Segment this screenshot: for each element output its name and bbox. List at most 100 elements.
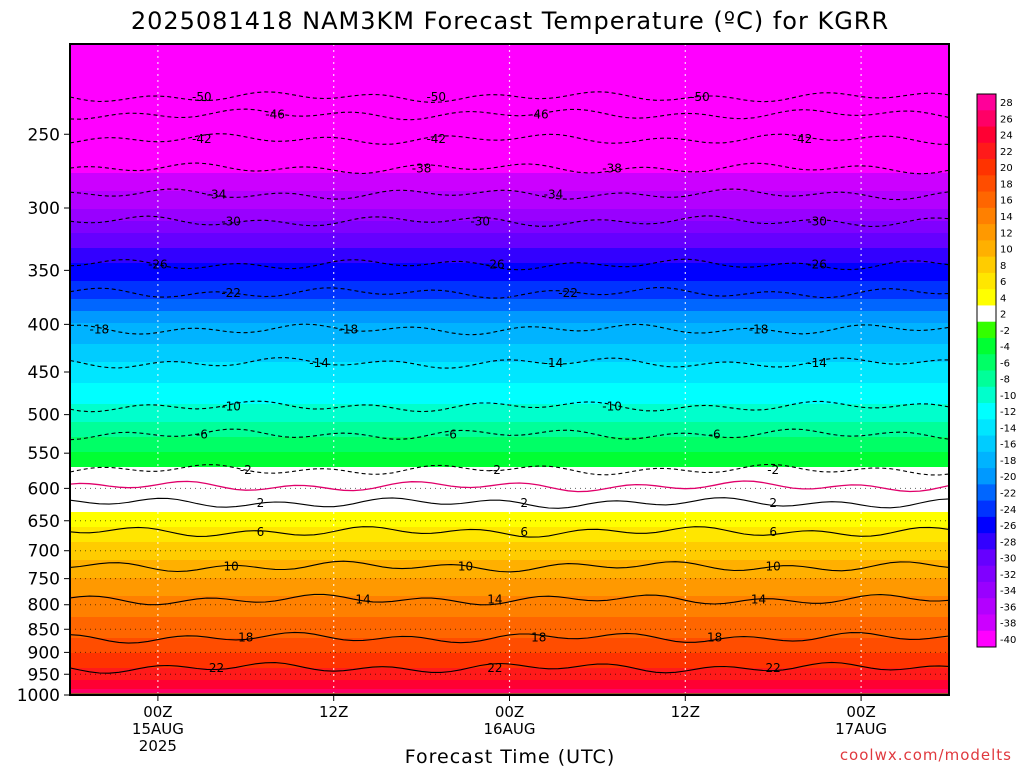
- temperature-band: [70, 305, 949, 309]
- temperature-band: [70, 461, 949, 465]
- colorbar-swatch: [977, 598, 996, 615]
- temperature-band: [70, 653, 949, 657]
- colorbar-swatch: [977, 354, 996, 371]
- temperature-band: [70, 629, 949, 633]
- contour-line: [70, 357, 949, 369]
- colorbar-label: -22: [1000, 488, 1016, 499]
- colorbar-label: 18: [1000, 179, 1013, 190]
- contour-label: -6: [196, 427, 208, 441]
- contour-label: -50: [192, 90, 212, 104]
- temperature-band: [70, 515, 949, 519]
- temperature-band: [70, 587, 949, 591]
- contour-label: 18: [238, 631, 253, 645]
- temperature-band: [70, 329, 949, 333]
- colorbar-swatch: [977, 565, 996, 583]
- temperature-band: [70, 227, 949, 231]
- colorbar-label: -20: [1000, 472, 1016, 483]
- temperature-band: [70, 53, 949, 57]
- credit-text: coolwx.com/modelts: [840, 746, 1012, 764]
- contour-label: 2: [520, 496, 528, 510]
- y-tick-label: 700: [28, 542, 60, 562]
- colorbar-label: 22: [1000, 147, 1013, 158]
- colorbar-label: 14: [1000, 212, 1013, 223]
- temperature-band: [70, 575, 949, 579]
- colorbar-swatch: [977, 305, 996, 323]
- colorbar-label: 24: [1000, 131, 1013, 142]
- temperature-band: [70, 611, 949, 615]
- temperature-band: [70, 353, 949, 357]
- colorbar-swatch: [977, 484, 996, 502]
- y-tick-label: 300: [28, 199, 60, 219]
- y-tick-label: 1000: [17, 686, 60, 706]
- colorbar: 28 26 24 22 20 18 16 14 12 10 8 6 4 2 -2 -4 -6 -8 -10 -12 -1…: [976, 93, 1016, 648]
- contour-label: -14: [544, 356, 564, 370]
- contour-line: [70, 108, 949, 121]
- temperature-band: [70, 677, 949, 681]
- colorbar-swatch: [977, 224, 996, 241]
- temperature-band: [70, 383, 949, 387]
- temperature-band: [70, 371, 949, 375]
- contour-label: 6: [769, 525, 777, 539]
- colorbar-label: 16: [1000, 196, 1013, 207]
- contour-label: 14: [751, 593, 766, 607]
- temperature-band: [70, 407, 949, 411]
- contour-line: [70, 661, 949, 674]
- temperature-band: [70, 119, 949, 123]
- temperature-band: [70, 275, 949, 279]
- colorbar-swatch: [977, 289, 996, 306]
- colorbar-swatch: [977, 403, 996, 420]
- y-axis: 250 300 350 400 450 500 550 600 650 700 750 800 850 9…: [17, 125, 70, 706]
- temperature-band: [70, 143, 949, 147]
- colorbar-label: -30: [1000, 554, 1016, 565]
- temperature-band: [70, 245, 949, 249]
- contour-layer: -50 -50 -50 -46 -46 -42 -42 -42 -38 -38 -34 -34 -30 -…: [70, 90, 949, 675]
- contour-line: [70, 400, 949, 413]
- temperature-band: [70, 335, 949, 339]
- colorbar-label: 20: [1000, 163, 1013, 174]
- temperature-band: [70, 419, 949, 423]
- y-tick-label: 500: [28, 406, 60, 426]
- x-tick-label: 12Z: [319, 703, 348, 721]
- colorbar-label: -12: [1000, 407, 1016, 418]
- x-tick-label: 12Z: [671, 703, 700, 721]
- colorbar-frame: [976, 93, 997, 648]
- temperature-band: [70, 437, 949, 441]
- temperature-band: [70, 65, 949, 69]
- temperature-band: [70, 263, 949, 267]
- temperature-band: [70, 131, 949, 135]
- colorbar-label: 12: [1000, 228, 1013, 239]
- temperature-band: [70, 161, 949, 165]
- colorbar-swatch: [977, 256, 996, 274]
- temperature-band: [70, 527, 949, 531]
- contour-label: 2: [769, 496, 777, 510]
- temperature-band: [70, 503, 949, 507]
- contour-label: -50: [426, 90, 446, 104]
- contour-label: -22: [558, 286, 578, 300]
- x-tick-label: 16AUG: [484, 720, 536, 738]
- contour-label: 6: [520, 525, 528, 539]
- temperature-band: [70, 233, 949, 237]
- temperature-band: [70, 569, 949, 573]
- colorbar-swatch: [977, 630, 996, 648]
- temperature-band: [70, 317, 949, 321]
- colorbar-label: 4: [1000, 293, 1006, 304]
- contour-line: [70, 133, 949, 145]
- temperature-band: [70, 185, 949, 189]
- temperature-band: [70, 455, 949, 459]
- y-tick-label: 650: [28, 512, 60, 532]
- contour-label: -22: [221, 286, 241, 300]
- temperature-band: [70, 485, 949, 489]
- temperature-band: [70, 431, 949, 435]
- temperature-band: [70, 341, 949, 345]
- contour-line: [70, 428, 949, 441]
- colorbar-swatch: [977, 272, 996, 290]
- colorbar-label: -10: [1000, 391, 1016, 402]
- colorbar-swatch: [977, 94, 996, 111]
- temperature-band: [70, 623, 949, 627]
- temperature-band: [70, 107, 949, 111]
- colorbar-label: 6: [1000, 277, 1006, 288]
- contour-label: 22: [766, 661, 781, 675]
- temperature-band: [70, 491, 949, 495]
- colorbar-swatch: [977, 500, 996, 518]
- temperature-band: [70, 539, 949, 543]
